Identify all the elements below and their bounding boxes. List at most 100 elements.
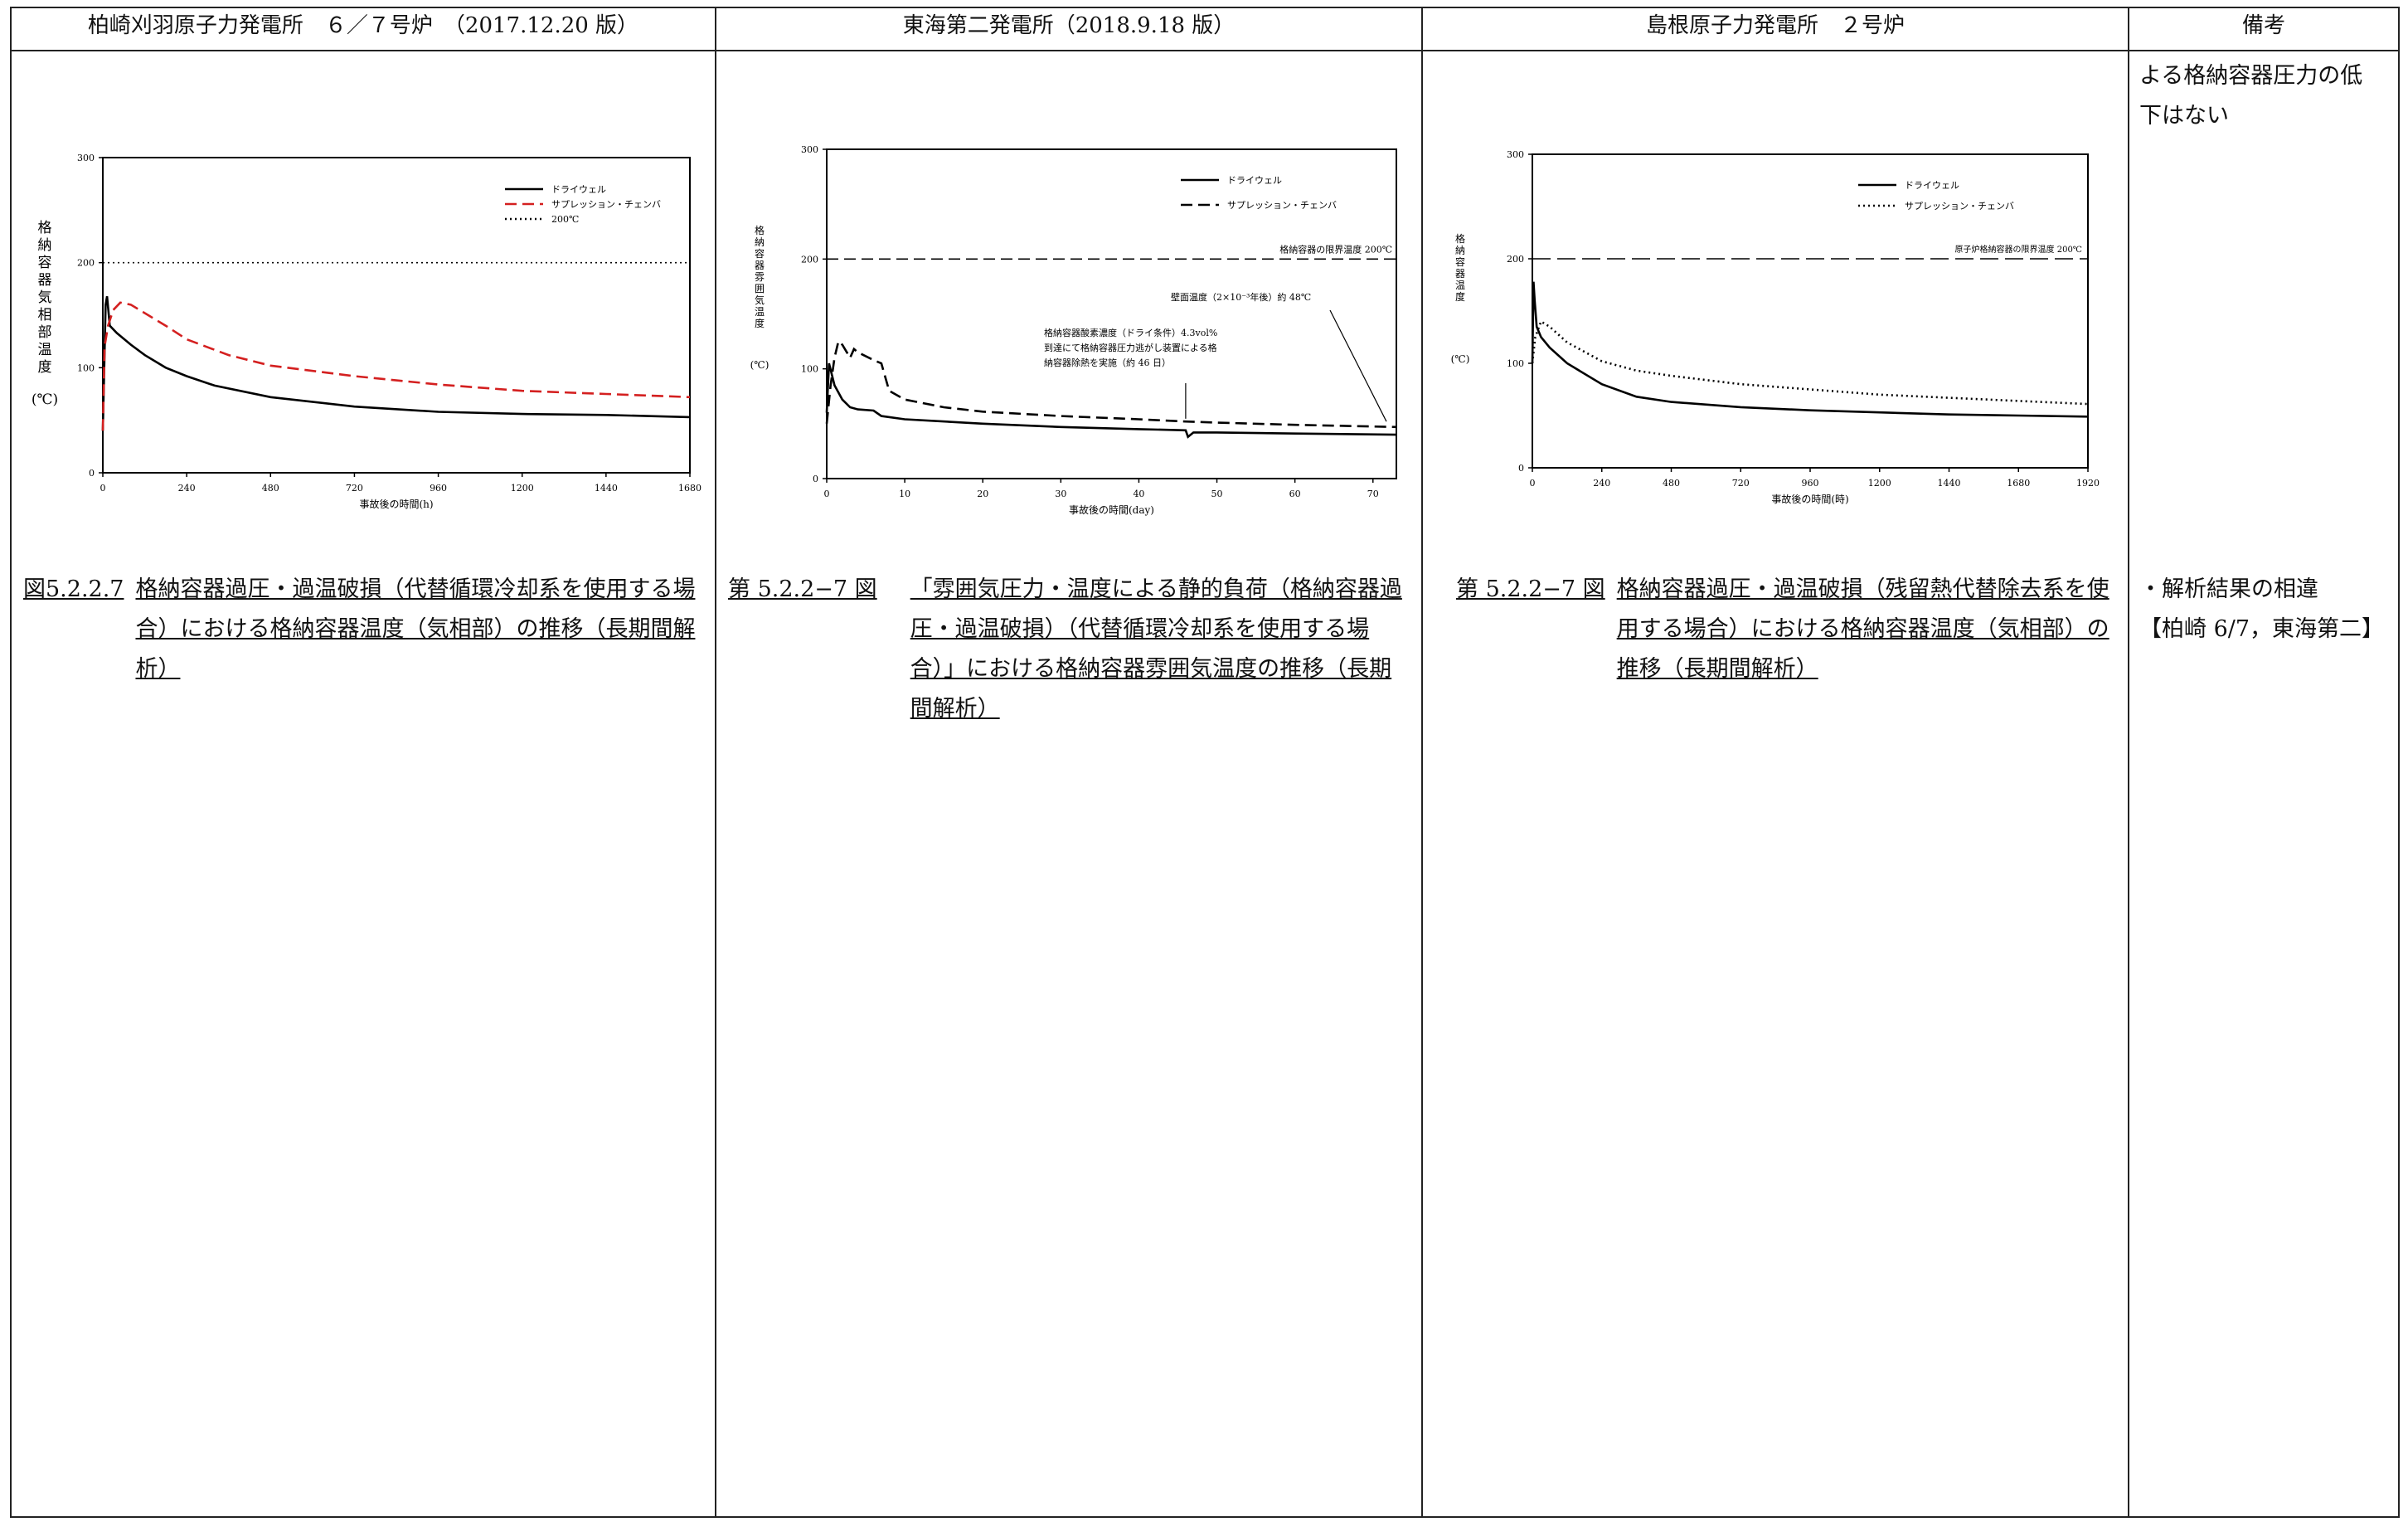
y-axis-label-char: 器 [38, 272, 52, 289]
y-axis-unit: (℃) [1451, 353, 1470, 365]
series-line [101, 301, 691, 431]
wall-temperature-annotation: 壁面温度（2×10⁻³年後）約 48℃ [1171, 291, 1311, 303]
y-axis-label-char: 容 [1455, 255, 1465, 268]
legend-label: サプレッション・チェンバ [1905, 201, 2014, 212]
y-axis-label-char: 納 [755, 236, 765, 248]
series-line [1531, 281, 2089, 418]
header-remarks: 備考 [2128, 7, 2400, 51]
y-axis-label-char: 格 [755, 224, 765, 236]
y-axis-label-char: 相 [38, 307, 52, 323]
x-tick-label: 1680 [2007, 478, 2030, 489]
series-line [1531, 319, 2089, 406]
vent-annotation-line: 到達にて格納容器圧力逃がし装置による格 [1044, 342, 1217, 353]
y-axis-label-char: 格 [38, 220, 52, 236]
x-tick-label: 1920 [2076, 478, 2100, 489]
y-axis-label-char: 温 [1455, 280, 1465, 291]
figure-caption: 第 5.2.2−7 図 格納容器過圧・過温破損（残留熱代替除去系を使用する場合）… [1456, 570, 2119, 689]
limit-temperature-label: 原子炉格納容器の限界温度 200℃ [1955, 244, 2082, 255]
x-tick-label: 1440 [1938, 478, 1961, 489]
x-tick-label: 480 [262, 483, 279, 494]
series-line [825, 362, 1397, 439]
y-tick-label: 0 [89, 468, 95, 479]
remark-bottom: ・解析結果の相違 【柏崎 6/7，東海第二】 [2139, 570, 2384, 649]
y-tick-label: 200 [801, 254, 818, 265]
y-axis-label-char: 納 [1455, 245, 1465, 256]
x-tick-label: 1200 [1868, 478, 1891, 489]
x-tick-label: 20 [977, 489, 988, 499]
x-tick-label: 0 [824, 489, 830, 499]
y-tick-label: 0 [1518, 463, 1524, 474]
y-axis-unit: (℃) [750, 359, 769, 371]
x-tick-label: 720 [1732, 478, 1750, 489]
x-tick-label: 240 [1593, 478, 1610, 489]
figure-caption: 第 5.2.2−7 図 「雰囲気圧力・温度による静的負荷（格納容器過圧・過温破損… [728, 570, 1408, 729]
x-tick-label: 70 [1367, 489, 1379, 499]
limit-temperature-label: 格納容器の限界温度 200℃ [1279, 243, 1392, 255]
caption-label: 図5.2.2.7 [23, 576, 124, 602]
y-tick-label: 100 [801, 364, 818, 375]
header-tokai: 東海第二発電所（2018.9.18 版） [715, 7, 1423, 51]
y-axis-label-char: 気 [38, 289, 52, 306]
x-axis-label: 事故後の時間(h) [359, 498, 433, 510]
y-tick-label: 100 [77, 362, 95, 373]
y-axis-label-char: 気 [755, 294, 765, 306]
y-tick-label: 0 [813, 474, 818, 484]
y-tick-label: 300 [801, 144, 818, 155]
vent-annotation-line: 納容器除熱を実施（約 46 日） [1044, 357, 1171, 368]
header-shimane: 島根原子力発電所 ２号炉 [1421, 7, 2129, 51]
x-tick-label: 40 [1133, 489, 1144, 499]
chart-shimane: 0 240 480 720 960 1200 1440 1680 1920 0 100 200 300 事… [1451, 149, 2100, 505]
column-tokai: 0 10 20 30 40 50 60 70 0 100 200 300 事故後の時間(day) 格納容器… [715, 50, 1423, 1518]
x-tick-label: 960 [430, 483, 447, 494]
column-kashiwazaki: 0 240 480 720 960 1200 1440 1680 0 100 200 300 事故後の時… [10, 50, 716, 1518]
x-axis-label: 事故後の時間(時) [1771, 493, 1848, 505]
legend-label: ドライウェル [551, 184, 606, 195]
vent-annotation-line: 格納容器酸素濃度（ドライ条件）4.3vol% [1044, 327, 1217, 338]
y-axis-label-char: 度 [1455, 290, 1465, 303]
column-shimane: 0 240 480 720 960 1200 1440 1680 1920 0 100 200 300 事… [1421, 50, 2129, 1518]
column-remarks: よる格納容器圧力の低 下はない ・解析結果の相違 【柏崎 6/7，東海第二】 [2128, 50, 2400, 1518]
figure-caption: 図5.2.2.7 格納容器過圧・過温破損（代替循環冷却系を使用する場合）における… [23, 570, 703, 689]
plot-frame [826, 148, 1397, 479]
y-axis-label-char: 部 [38, 324, 52, 341]
x-tick-label: 50 [1211, 489, 1223, 499]
header-kashiwazaki: 柏崎刈羽原子力発電所 ６／７号炉 （2017.12.20 版） [10, 7, 716, 51]
y-tick-label: 200 [77, 258, 95, 269]
y-axis-label-char: 容 [755, 247, 765, 260]
caption-text: 格納容器過圧・過温破損（代替循環冷却系を使用する場合）における格納容器温度（気相… [135, 576, 696, 682]
plot-frame [102, 157, 691, 474]
y-axis-label-char: 器 [755, 260, 765, 271]
x-tick-label: 0 [100, 483, 106, 494]
legend-label: サプレッション・チェンバ [1227, 200, 1337, 211]
x-tick-label: 10 [899, 489, 910, 499]
chart-kashiwazaki: 0 240 480 720 960 1200 1440 1680 0 100 200 300 事故後の時… [32, 153, 702, 510]
y-axis-label-char: 格 [1455, 232, 1465, 245]
remark-top: よる格納容器圧力の低 下はない [2139, 56, 2362, 136]
x-tick-label: 240 [178, 483, 196, 494]
y-axis-unit: (℃) [32, 391, 58, 408]
y-axis-label-char: 度 [755, 317, 765, 329]
legend-label: ドライウェル [1227, 175, 1282, 186]
comparison-table: 柏崎刈羽原子力発電所 ６／７号炉 （2017.12.20 版） 東海第二発電所（… [10, 7, 2400, 1518]
x-tick-label: 1440 [595, 483, 618, 494]
y-tick-label: 300 [77, 153, 95, 163]
remark-line: ・解析結果の相違 [2139, 576, 2318, 602]
series-line [825, 339, 1397, 429]
caption-text: 格納容器過圧・過温破損（残留熱代替除去系を使用する場合）における格納容器温度（気… [1616, 576, 2109, 682]
x-tick-label: 720 [346, 483, 363, 494]
y-axis-label-char: 雰 [755, 271, 765, 283]
remark-line: よる格納容器圧力の低 [2139, 63, 2363, 89]
y-tick-label: 100 [1507, 358, 1524, 369]
series-line [101, 295, 691, 431]
y-axis-label-char: 囲 [755, 283, 765, 294]
y-axis-label-char: 器 [1455, 268, 1465, 280]
y-tick-label: 300 [1507, 149, 1524, 160]
x-tick-label: 60 [1289, 489, 1301, 499]
y-axis-label-char: 温 [38, 342, 52, 358]
x-tick-label: 30 [1055, 489, 1066, 499]
caption-text: 「雰囲気圧力・温度による静的負荷（格納容器過圧・過温破損）（代替循環冷却系を使用… [910, 576, 1402, 722]
y-axis-label-char: 温 [755, 306, 765, 318]
x-axis-label: 事故後の時間(day) [1069, 503, 1154, 516]
wall-annotation-arrow [1329, 309, 1387, 422]
legend-label: 200℃ [551, 214, 579, 225]
